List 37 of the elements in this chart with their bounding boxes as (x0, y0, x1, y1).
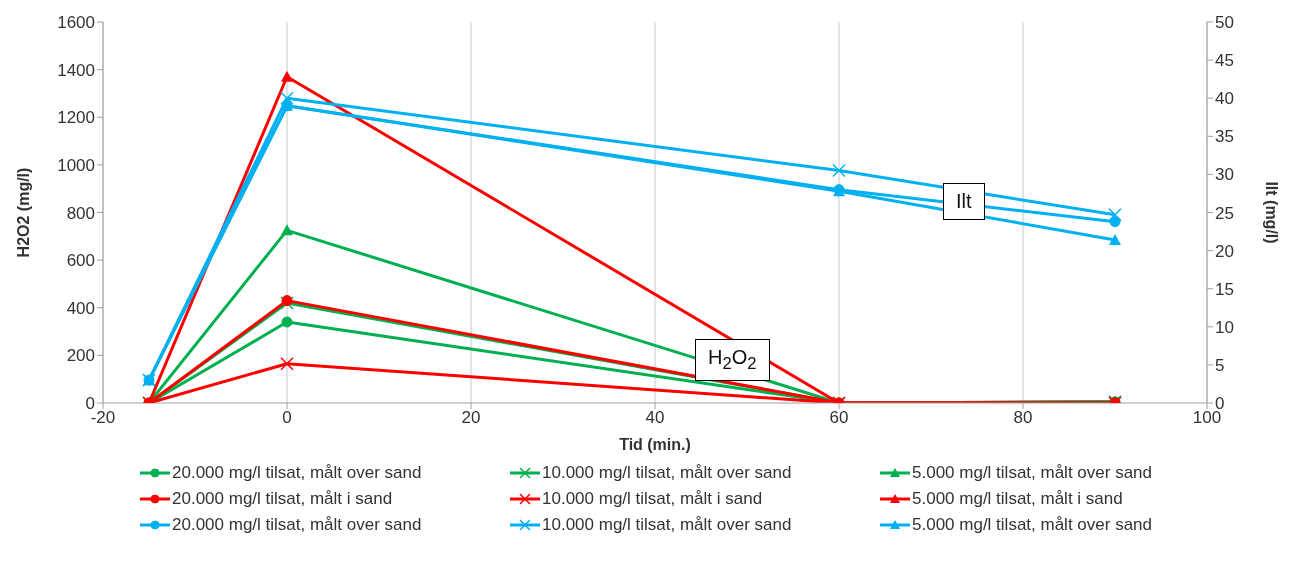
y2-tick-label: 45 (1215, 51, 1234, 71)
y2-tick-label: 20 (1215, 241, 1234, 261)
y2-tick-label: 15 (1215, 279, 1234, 299)
y2-tick-label: 40 (1215, 89, 1234, 109)
legend-label: 20.000 mg/l tilsat, målt over sand (172, 515, 422, 535)
x-tick-label: 80 (1013, 408, 1033, 428)
y-tick-label: 1200 (57, 108, 95, 128)
y-tick-label: 600 (66, 251, 95, 271)
annotation: H$_{2}$O$_{2}$ (695, 339, 770, 381)
x-tick-label: 0 (282, 408, 292, 428)
x-axis-title: Tid (min.) (619, 436, 691, 453)
y2-axis-title: Ilt (mg/l) (1263, 181, 1281, 244)
legend-label: 10.000 mg/l tilsat, målt over sand (542, 463, 792, 483)
y-tick-label: 1600 (57, 13, 95, 33)
y2-tick-label: 35 (1215, 127, 1234, 147)
legend-label: 20.000 mg/l tilsat, målt i sand (172, 489, 393, 509)
y2-tick-label: 30 (1215, 165, 1234, 185)
legend-label: 5.000 mg/l tilsat, målt over sand (912, 463, 1153, 483)
legend-label: 5.000 mg/l tilsat, målt i sand (912, 489, 1123, 509)
y-tick-label: 1400 (57, 60, 95, 80)
y-axis-title: H2O2 (mg/l) (14, 167, 32, 258)
y-tick-label: 200 (66, 346, 95, 366)
y2-tick-label: 25 (1215, 203, 1234, 223)
x-tick-label: 60 (829, 408, 849, 428)
legend-label: 20.000 mg/l tilsat, målt over sand (172, 463, 422, 483)
legend-label: 10.000 mg/l tilsat, målt over sand (542, 515, 792, 535)
y-tick-label: 400 (66, 298, 95, 318)
legend-label: 10.000 mg/l tilsat, målt i sand (542, 489, 763, 509)
y-tick-label: 800 (66, 203, 95, 223)
x-tick-label: 40 (645, 408, 665, 428)
x-tick-label: 20 (461, 408, 481, 428)
y2-tick-label: 5 (1215, 355, 1225, 375)
y2-tick-label: 10 (1215, 317, 1234, 337)
y2-tick-label: 50 (1215, 13, 1234, 33)
legend-label: 5.000 mg/l tilsat, målt over sand (912, 515, 1153, 535)
annotation: Ilt (943, 183, 985, 220)
y-tick-label: 1000 (57, 155, 95, 175)
